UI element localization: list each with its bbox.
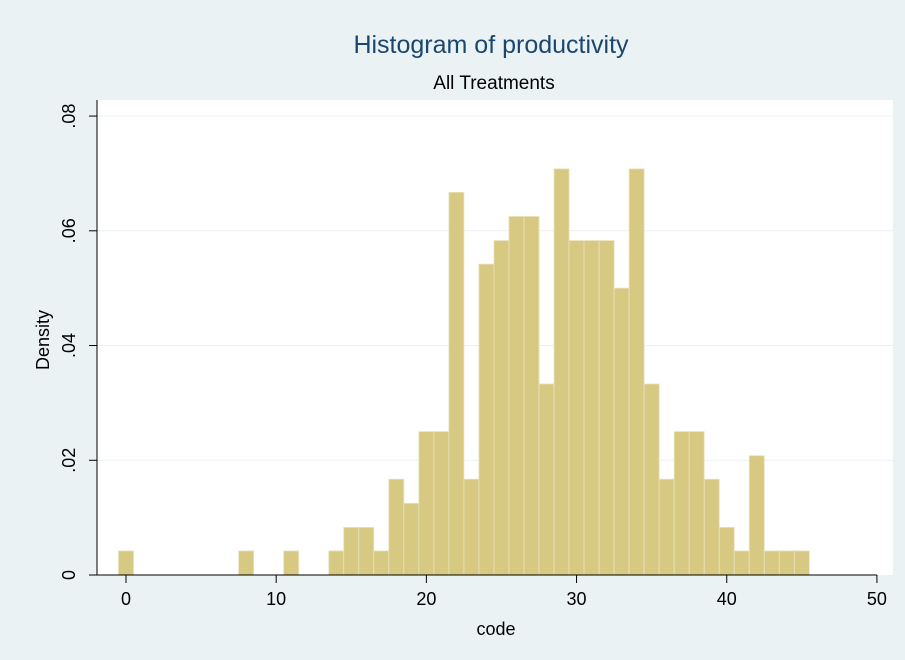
bar — [343, 526, 360, 576]
chart-title: Histogram of productivity — [353, 31, 629, 59]
bar — [568, 240, 585, 576]
bar — [778, 550, 795, 576]
bar — [523, 216, 540, 576]
bar — [478, 263, 495, 576]
bar — [583, 240, 600, 576]
y-tick-label: .06 — [59, 218, 79, 243]
bar — [373, 550, 390, 576]
x-tick-label: 30 — [567, 589, 587, 609]
bar — [763, 550, 780, 576]
bar — [358, 526, 375, 576]
bar — [658, 478, 675, 576]
bar — [673, 431, 690, 576]
bar — [493, 240, 510, 576]
bar — [553, 168, 570, 576]
bar — [598, 240, 615, 576]
bar — [448, 191, 465, 576]
bar — [508, 216, 525, 576]
bar — [388, 478, 405, 576]
x-tick-label: 10 — [266, 589, 286, 609]
x-tick-label: 40 — [717, 589, 737, 609]
x-tick-label: 50 — [867, 589, 887, 609]
bar — [463, 478, 480, 576]
y-tick-label: .08 — [59, 104, 79, 129]
y-tick-label: .04 — [59, 333, 79, 358]
bar — [733, 550, 750, 576]
bar — [688, 431, 705, 576]
x-axis-label: code — [476, 619, 515, 639]
bar — [793, 550, 810, 576]
bar — [283, 550, 300, 576]
bar — [643, 383, 660, 576]
y-tick-label: 0 — [59, 570, 79, 580]
bar — [718, 526, 735, 576]
bar — [433, 431, 450, 576]
bar — [703, 478, 720, 576]
bar — [538, 383, 555, 576]
bar — [238, 550, 255, 576]
x-tick-label: 0 — [121, 589, 131, 609]
bar — [328, 550, 345, 576]
bar — [403, 502, 420, 576]
chart-subtitle: All Treatments — [433, 73, 554, 94]
y-tick-label: .02 — [59, 448, 79, 473]
bar — [748, 455, 765, 576]
bar — [613, 287, 630, 576]
bar — [628, 168, 645, 576]
bar — [418, 431, 435, 576]
x-tick-label: 20 — [416, 589, 436, 609]
bar — [118, 550, 134, 576]
y-axis-label: Density — [33, 310, 53, 370]
